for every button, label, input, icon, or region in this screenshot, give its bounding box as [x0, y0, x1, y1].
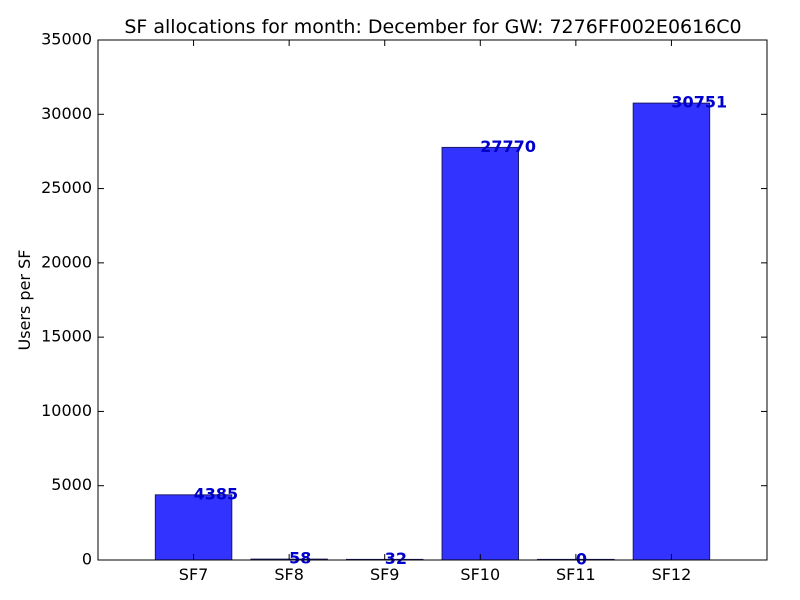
- x-tick-label-sf9: SF9: [370, 565, 400, 584]
- plot-frame: [97, 39, 768, 561]
- y-tick-label: 15000: [41, 327, 92, 346]
- bars-group: [154, 102, 711, 561]
- y-tick-label: 20000: [41, 252, 92, 271]
- x-tick-label-sf10: SF10: [460, 565, 500, 584]
- data-label-sf8: 58: [289, 549, 311, 568]
- data-labels-group: 4385 58 32 27770 0 30751: [194, 93, 728, 569]
- bar-sf12: [632, 102, 711, 561]
- data-label-sf10: 27770: [480, 137, 536, 156]
- y-tick-label: 35000: [41, 30, 92, 49]
- x-tick-label-sf7: SF7: [179, 565, 209, 584]
- y-tick-label: 30000: [41, 104, 92, 123]
- data-label-sf12: 30751: [671, 93, 727, 112]
- x-tick-label-sf11: SF11: [556, 565, 596, 584]
- x-tick-label-sf12: SF12: [652, 565, 692, 584]
- chart-title: SF allocations for month: December for G…: [124, 16, 741, 38]
- data-label-sf11: 0: [576, 550, 587, 569]
- data-label-sf9: 32: [385, 549, 407, 568]
- bar-sf7: [154, 494, 233, 561]
- y-tick-label: 10000: [41, 401, 92, 420]
- data-label-sf7: 4385: [194, 484, 239, 503]
- bar-sf10: [441, 146, 520, 561]
- y-tick-label: 25000: [41, 178, 92, 197]
- y-axis-label: Users per SF: [15, 250, 34, 351]
- y-tick-label: 5000: [51, 475, 92, 494]
- x-tick-label-sf8: SF8: [274, 565, 304, 584]
- y-tick-label: 0: [82, 550, 92, 569]
- ticks-group: 0 5000 10000 15000 20000 25000 30000 35000 SF7 SF…: [41, 30, 767, 584]
